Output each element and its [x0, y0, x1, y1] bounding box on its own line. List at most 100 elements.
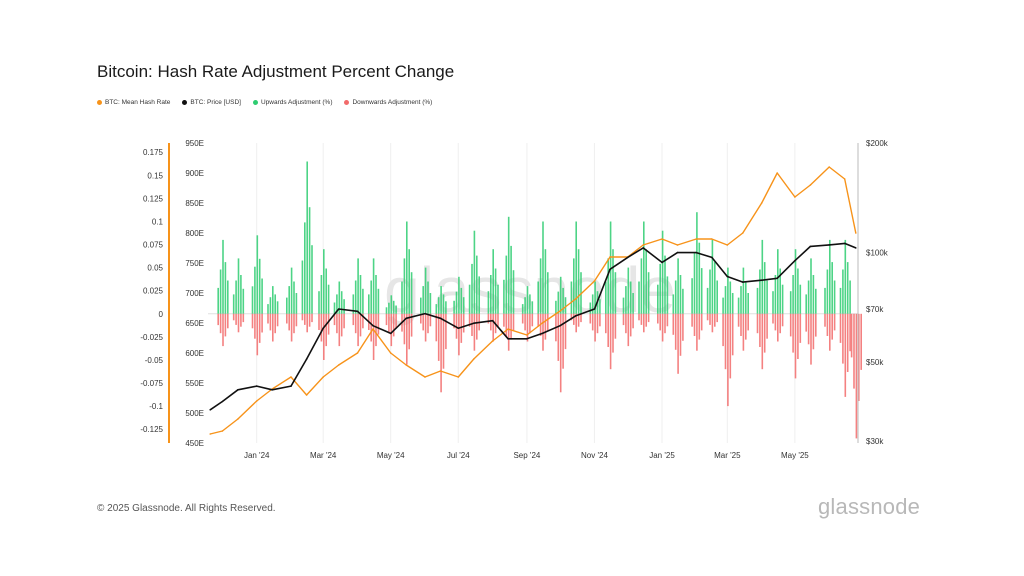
- upwards-bar-14-3: [460, 287, 463, 314]
- price-point-27: [661, 261, 663, 264]
- price-point-30: [711, 256, 713, 259]
- upwards-bar-28-2: [696, 212, 698, 314]
- upwards-bar-27-2: [677, 258, 679, 314]
- downwards-bar-38-2: [855, 313, 858, 439]
- downwards-bar-21-3: [577, 313, 580, 327]
- legend-item-hash-rate[interactable]: BTC: Mean Hash Rate: [97, 99, 170, 106]
- price-point-14: [439, 317, 442, 320]
- upwards-bar-1-4: [242, 288, 245, 314]
- downwards-bar-24-0: [622, 313, 625, 326]
- upwards-bar-24-4: [632, 293, 634, 314]
- adjustment-bars: [217, 161, 862, 439]
- downwards-bar-13-0: [435, 313, 438, 342]
- x-tick-label-6: Jan '25: [649, 451, 675, 460]
- downwards-bar-28-3: [698, 313, 701, 340]
- upwards-bar-3-3: [274, 294, 276, 314]
- downwards-bar-7-3: [340, 313, 343, 337]
- downwards-bar-20-3: [562, 313, 564, 369]
- downwards-bar-10-4: [395, 313, 397, 329]
- hash-rate-tick-4: 750E: [185, 259, 204, 268]
- upwards-bar-30-0: [722, 297, 724, 314]
- upwards-bar-23-0: [605, 281, 607, 314]
- upwards-bar-29-1: [709, 269, 711, 314]
- legend-item-downwards[interactable]: Downwards Adjustment (%): [344, 99, 432, 106]
- upwards-bar-23-2: [609, 221, 612, 314]
- downwards-bar-33-3: [779, 313, 781, 334]
- downwards-bar-1-0: [232, 313, 235, 321]
- downwards-bar-35-2: [810, 313, 812, 365]
- hash-rate-tick-9: 500E: [185, 409, 204, 418]
- upwards-bar-7-1: [336, 294, 338, 314]
- glassnode-logo[interactable]: glassnode: [818, 494, 921, 519]
- upwards-bar-17-2: [507, 216, 510, 314]
- upwards-bar-30-3: [729, 281, 732, 314]
- downwards-bar-23-0: [605, 313, 607, 334]
- upwards-bar-26-3: [664, 255, 666, 314]
- downwards-bar-22-2: [594, 313, 596, 342]
- upwards-bar-21-3: [577, 249, 580, 314]
- downwards-bar-10-1: [388, 313, 390, 334]
- hash-rate-tick-6: 650E: [185, 319, 204, 328]
- upwards-bar-28-0: [691, 278, 693, 314]
- upwards-bar-30-4: [731, 293, 734, 314]
- downwards-bar-12-1: [422, 313, 424, 331]
- downwards-bar-8-1: [354, 313, 357, 334]
- upwards-bar-18-3: [529, 294, 531, 314]
- upwards-bar-7-2: [338, 281, 341, 314]
- upwards-bar-15-2: [473, 230, 476, 314]
- legend-item-price[interactable]: BTC: Price [USD]: [182, 99, 241, 106]
- hash-rate-point-8: [337, 364, 340, 366]
- price-point-22: [574, 315, 577, 317]
- downwards-bar-35-3: [812, 313, 815, 350]
- hash-rate-point-23: [593, 280, 596, 282]
- downwards-bar-20-4: [564, 313, 567, 350]
- adjustment-tick-11: -0.1: [149, 402, 163, 411]
- price-point-38: [843, 242, 846, 245]
- upwards-bar-34-2: [794, 249, 797, 314]
- upwards-bar-32-2: [761, 239, 764, 314]
- upwards-bar-31-0: [737, 297, 740, 314]
- upwards-bar-35-0: [805, 294, 807, 314]
- upwards-bar-23-4: [614, 272, 617, 314]
- upwards-bar-1-0: [232, 294, 235, 314]
- tick-labels: Jan '24 Mar '24 May '24 Jul '24 Sep '24 Nov '…: [140, 139, 888, 460]
- legend-item-upwards[interactable]: Upwards Adjustment (%): [252, 99, 332, 106]
- upwards-bar-37-3: [846, 262, 849, 314]
- downwards-bar-29-3: [714, 313, 716, 327]
- upwards-bar-16-2: [492, 249, 494, 314]
- downwards-bar-0-0: [217, 313, 219, 326]
- hash-rate-point-13: [424, 376, 426, 378]
- hash-rate-point-27: [661, 238, 663, 240]
- upwards-bar-12-1: [422, 286, 424, 314]
- hash-rate-point-32: [742, 232, 744, 234]
- upwards-bar-20-3: [562, 287, 564, 314]
- price-point-5: [290, 385, 292, 387]
- adjustment-tick-6: 0.025: [143, 287, 164, 296]
- hash-rate-tick-8: 550E: [185, 379, 204, 388]
- upwards-bar-35-3: [812, 275, 815, 314]
- legend-label-downwards: Downwards Adjustment (%): [352, 98, 433, 106]
- upwards-bar-19-2: [542, 221, 544, 314]
- upwards-bar-33-0: [772, 291, 774, 314]
- downwards-bar-21-1: [573, 313, 575, 325]
- hash-rate-point-19: [526, 334, 528, 336]
- downwards-bar-25-2: [643, 313, 645, 333]
- downwards-bar-34-4: [799, 313, 802, 343]
- downwards-bar-24-3: [629, 313, 632, 337]
- hash-rate-point-16: [473, 358, 475, 360]
- upwards-bar-5-2: [306, 161, 308, 314]
- downwards-bar-11-3: [408, 313, 410, 350]
- upwards-bar-37-0: [839, 287, 842, 314]
- upwards-bar-32-1: [759, 269, 761, 314]
- downwards-bar-31-1: [740, 313, 742, 336]
- price-point-31: [726, 275, 729, 278]
- upwards-bar-1-1: [235, 280, 237, 314]
- upwards-bar-15-1: [471, 263, 473, 314]
- hash-rate-point-24: [609, 256, 611, 258]
- upwards-bar-33-4: [781, 284, 784, 314]
- downwards-bar-29-0: [706, 313, 709, 321]
- upwards-bar-11-1: [403, 258, 406, 314]
- hash-rate-point-35: [794, 196, 796, 198]
- downwards-bar-18-1: [524, 313, 526, 331]
